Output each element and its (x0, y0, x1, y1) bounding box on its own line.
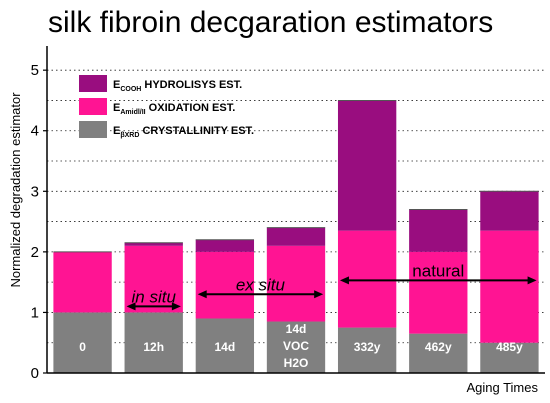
legend: ECOOH HYDROLISYS EST. EAmidl/II OXIDATION… (79, 75, 254, 139)
y-tick-label: 4 (31, 123, 39, 140)
bar-segment-1 (409, 333, 468, 373)
annotation-arrow-head-right (314, 290, 324, 299)
legend-swatch (79, 121, 107, 138)
y-tick-label: 0 (31, 365, 39, 382)
legend-label: EAmidl/II OXIDATION EST. (113, 102, 235, 116)
category-label: 462y (425, 340, 452, 354)
y-tick-label: 1 (31, 304, 39, 321)
bar-segment-1 (53, 312, 112, 373)
axes (46, 46, 545, 374)
bar-segment-1 (337, 327, 397, 373)
category-label: 332y (354, 340, 381, 354)
bar-segment-3 (409, 209, 468, 252)
bar-segment-1 (266, 321, 326, 373)
legend-swatch (79, 98, 107, 115)
annotation-arrow-head-right (171, 302, 181, 311)
category-label: 12h (143, 340, 164, 354)
y-ticks: 0 1 2 3 4 5 (31, 62, 47, 382)
legend-label: EβXRD CRYSTALLINITY EST. (113, 125, 254, 139)
category-label: 0 (79, 340, 86, 354)
category-label: 14d (215, 340, 236, 354)
annotations: in situ ex situ natural (126, 261, 537, 311)
bar-segment-3 (124, 242, 183, 246)
annotation-arrow-head-left (197, 290, 207, 299)
bar-segment-3 (266, 227, 326, 246)
bar-segment-2 (409, 251, 468, 334)
bar-segment-3 (480, 191, 539, 231)
annotation-label: natural (412, 261, 464, 280)
bars (53, 99, 539, 373)
annotation-arrow-head-right (527, 276, 537, 285)
y-tick-label: 2 (31, 244, 39, 261)
bar-labels: 0 12h 14d 14d VOC H2O 332y 462y 485y (79, 322, 523, 370)
chart-title: silk fibroin decgaration estimators (48, 6, 493, 39)
bar-segment-3 (195, 239, 255, 252)
bar-segment-2 (480, 230, 539, 343)
annotation-arrow-head-left (126, 302, 136, 311)
y-axis-label: Normalized degradation estimator (8, 92, 23, 288)
category-label: 14d VOC H2O (283, 322, 309, 370)
bar-segment-2 (124, 245, 183, 313)
category-label: 485y (496, 340, 523, 354)
legend-label: ECOOH HYDROLISYS EST. (113, 79, 242, 93)
bar-segment-1 (124, 312, 183, 373)
bar-segment-3 (337, 100, 397, 231)
bar-segment-1 (195, 318, 255, 373)
y-tick-label: 3 (31, 183, 39, 200)
y-tick-label: 5 (31, 62, 39, 79)
annotation-arrow-head-left (339, 276, 349, 285)
legend-swatch (79, 75, 107, 92)
annotation-label: in situ (132, 287, 177, 306)
annotation-label: ex situ (236, 275, 286, 294)
bar-segment-1 (480, 342, 539, 373)
bar-segment-2 (53, 251, 112, 313)
bar-segment-2 (266, 245, 326, 322)
x-axis-label: Aging Times (466, 380, 538, 395)
bar-segment-2 (195, 251, 255, 319)
